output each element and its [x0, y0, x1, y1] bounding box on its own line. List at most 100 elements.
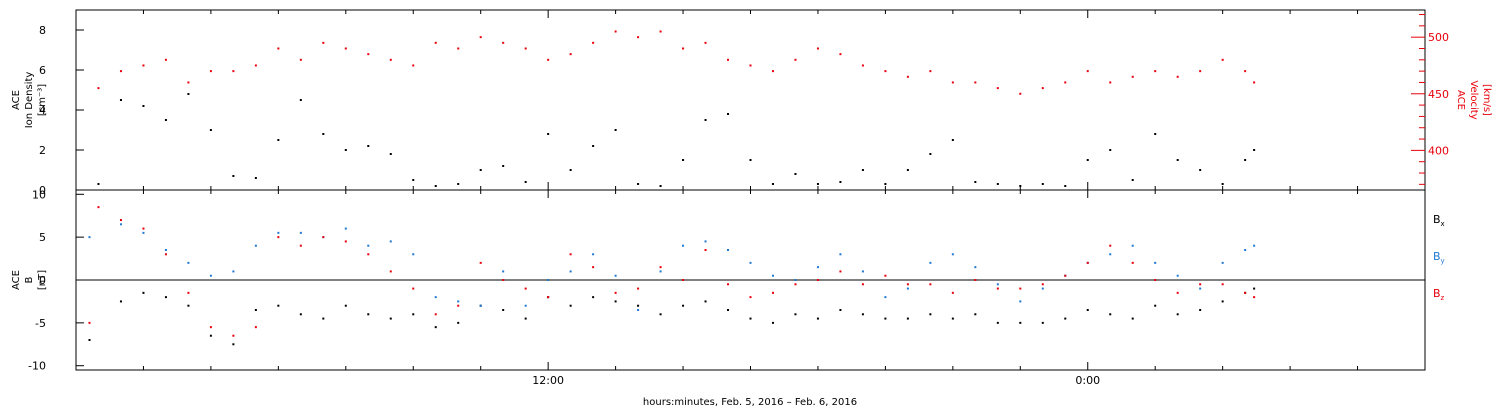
bz-point — [524, 287, 527, 290]
by-point — [209, 274, 212, 277]
bx-point — [434, 326, 437, 329]
ion-density-point — [906, 169, 909, 171]
by-point — [457, 300, 460, 303]
ion-density-point — [974, 181, 977, 183]
bz-point — [704, 249, 707, 251]
ion-density-point — [1253, 149, 1256, 151]
b-tick-label: -10 — [28, 360, 46, 373]
bz-point — [906, 283, 909, 286]
velocity-tick-label: 450 — [1428, 88, 1449, 101]
ion-density-point — [1176, 159, 1179, 161]
bx-point — [884, 317, 887, 320]
velocity-point — [299, 58, 302, 61]
bz-point — [569, 253, 572, 256]
ion-density-point — [434, 185, 437, 187]
ion-density-point — [119, 99, 122, 101]
by-point — [659, 270, 662, 273]
ion-density-point — [209, 129, 212, 131]
bx-point — [88, 339, 91, 341]
bx-point — [142, 291, 145, 294]
bx-point — [569, 304, 572, 307]
bx-point — [322, 317, 325, 320]
bx-point — [1086, 309, 1089, 311]
by-point — [479, 304, 482, 307]
by-point — [88, 236, 91, 239]
ion-density-point — [839, 181, 842, 183]
velocity-point — [367, 53, 370, 56]
velocity-point — [682, 47, 685, 50]
by-point — [749, 261, 752, 264]
bx-point — [929, 313, 932, 316]
by-point — [502, 270, 505, 273]
ion-density-point — [1064, 185, 1067, 187]
bz-point — [1019, 287, 1022, 290]
by-point — [1154, 261, 1157, 264]
by-point — [142, 231, 145, 234]
by-point — [187, 261, 190, 264]
velocity-point — [277, 47, 280, 50]
velocity-point — [119, 70, 122, 73]
bz-point — [457, 304, 460, 307]
by-point — [884, 296, 887, 299]
velocity-point — [434, 41, 437, 44]
by-point — [277, 231, 280, 234]
bz-point — [187, 291, 190, 294]
ion-density-point — [996, 183, 999, 185]
by-point — [1041, 287, 1044, 290]
ion-density-point — [682, 159, 685, 161]
ion-density-point — [1221, 183, 1224, 185]
b-tick-label: 5 — [39, 231, 46, 244]
b-tick-label: -5 — [35, 317, 46, 330]
by-point — [524, 304, 527, 307]
ion-density-point — [592, 145, 595, 147]
ion-density-point — [389, 153, 392, 155]
by-point — [794, 279, 797, 281]
by-point — [996, 283, 999, 286]
by-point — [412, 253, 415, 256]
bz-point — [277, 236, 280, 239]
by-point — [771, 274, 774, 277]
by-point — [1131, 244, 1134, 247]
ion-density-point — [457, 183, 460, 185]
bz-point — [97, 206, 100, 209]
velocity-point — [592, 41, 595, 44]
velocity-point — [816, 47, 819, 50]
bx-point — [1131, 317, 1134, 320]
velocity-point — [1221, 58, 1224, 61]
bx-point — [906, 317, 909, 320]
ion-density-point — [569, 169, 572, 171]
velocity-point — [794, 58, 797, 61]
ion-density-point — [524, 181, 527, 183]
bz-point — [322, 236, 325, 239]
velocity-axis-title-line2: Velocity — [1468, 80, 1479, 119]
density-axis-title-line1: ACE — [11, 90, 22, 110]
bx-point — [974, 313, 977, 316]
by-point — [861, 270, 864, 273]
bx-point — [749, 317, 752, 320]
by-point — [254, 244, 257, 247]
b-tick-label: 10 — [32, 188, 46, 201]
by-point — [1176, 274, 1179, 277]
bz-point — [1109, 244, 1112, 247]
bx-point — [1109, 313, 1112, 316]
velocity-tick-label: 500 — [1428, 31, 1449, 44]
ion-density-point — [1199, 169, 1202, 171]
by-point — [592, 253, 595, 256]
bz-point — [929, 283, 932, 286]
by-point — [839, 253, 842, 256]
bz-point — [164, 253, 167, 256]
bz-point — [142, 227, 145, 230]
ion-density-point — [322, 133, 325, 135]
x-tick-label: 0:00 — [1075, 374, 1100, 387]
velocity-point — [547, 58, 550, 61]
b-axis-unit: [nT] — [37, 270, 48, 290]
density-tick-label: 6 — [39, 64, 46, 77]
velocity-tick-label: 400 — [1428, 144, 1449, 157]
bz-point — [389, 270, 392, 273]
ion-density-point — [771, 183, 774, 185]
bz-point — [839, 270, 842, 273]
bx-point — [614, 300, 617, 303]
bx-point — [771, 321, 774, 324]
ion-density-point — [277, 139, 280, 141]
